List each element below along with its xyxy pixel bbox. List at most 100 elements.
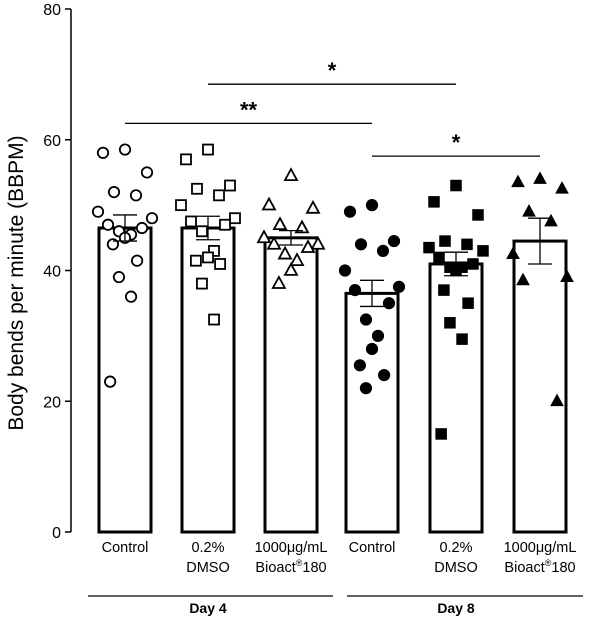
- data-point: [378, 369, 391, 382]
- data-point: [271, 275, 287, 289]
- category-label: Bioact®180: [255, 558, 326, 576]
- data-point: [191, 182, 203, 195]
- data-point: [359, 313, 373, 326]
- data-point: [353, 359, 366, 372]
- data-point: [338, 264, 352, 277]
- data-point: [104, 375, 117, 388]
- group-label: Day 8: [437, 600, 475, 616]
- significance-label: *: [452, 130, 461, 155]
- data-point: [423, 241, 435, 254]
- data-point: [283, 167, 299, 182]
- data-point: [224, 179, 236, 192]
- data-point: [456, 333, 468, 345]
- data-point: [382, 297, 396, 310]
- data-point: [300, 239, 316, 253]
- data-point: [544, 213, 558, 227]
- data-point: [438, 284, 450, 296]
- data-point: [450, 179, 462, 192]
- data-point: [135, 221, 149, 235]
- y-tick-label: 20: [43, 394, 61, 411]
- data-point: [256, 229, 272, 244]
- data-point: [202, 251, 214, 264]
- bar-1: [180, 226, 236, 534]
- data-point: [118, 143, 132, 156]
- data-point: [91, 205, 105, 218]
- category-label: Bioact®180: [504, 558, 575, 576]
- data-point: [462, 297, 474, 309]
- y-tick-label: 40: [43, 264, 61, 281]
- data-point: [428, 196, 440, 208]
- data-point: [208, 313, 220, 326]
- data-point: [354, 238, 368, 251]
- data-point: [189, 254, 202, 267]
- data-point: [261, 196, 277, 211]
- data-point: [180, 153, 192, 166]
- y-axis-label: Body bends per minute (BBPM): [5, 135, 28, 430]
- data-point: [359, 382, 373, 395]
- y-axis: 0 20 40 60 80: [43, 2, 72, 542]
- data-point: [289, 252, 305, 266]
- data-point: [467, 258, 479, 270]
- data-point: [214, 258, 227, 270]
- data-point: [511, 174, 525, 188]
- data-point: [477, 245, 489, 257]
- data-point: [185, 215, 197, 228]
- data-point: [444, 317, 456, 329]
- significance-brackets: ****: [125, 58, 540, 157]
- data-point: [472, 209, 484, 221]
- category-labels: Control 0.2% DMSO 1000μg/mL Bioact®180 Contro…: [88, 540, 583, 616]
- category-label: 1000μg/mL: [504, 540, 577, 556]
- category-label: 1000μg/mL: [255, 540, 328, 556]
- data-point: [213, 189, 225, 202]
- data-point: [365, 342, 379, 356]
- data-point: [175, 199, 187, 212]
- data-point: [96, 146, 110, 159]
- data-point: [371, 329, 385, 342]
- group-label: Day 4: [189, 600, 227, 616]
- significance-label: *: [328, 58, 337, 83]
- data-point: [106, 238, 120, 251]
- data-point: [145, 212, 159, 225]
- data-point: [202, 143, 214, 156]
- data-point: [112, 270, 126, 284]
- y-tick-label: 80: [43, 2, 61, 19]
- data-point: [376, 244, 390, 257]
- data-point: [433, 251, 445, 264]
- data-point: [310, 235, 326, 250]
- category-label: 0.2%: [439, 540, 472, 556]
- data-point: [522, 204, 536, 217]
- data-point: [196, 225, 208, 238]
- data-point: [140, 166, 154, 179]
- data-point: [283, 262, 299, 276]
- data-point: [101, 218, 115, 231]
- y-tick-label: 60: [43, 133, 61, 150]
- data-point: [294, 219, 310, 234]
- category-label: DMSO: [186, 560, 230, 576]
- bar-3: [344, 291, 400, 534]
- data-point: [435, 428, 447, 440]
- data-point: [272, 216, 288, 231]
- data-point: [131, 254, 144, 267]
- significance-label: **: [240, 97, 258, 122]
- data-point: [560, 269, 574, 282]
- bar-2: [263, 236, 319, 534]
- data-points: [91, 143, 574, 440]
- error-bars: [113, 214, 552, 308]
- category-label: Control: [349, 540, 396, 556]
- data-point: [555, 181, 569, 194]
- data-point: [196, 277, 208, 290]
- data-point: [208, 244, 220, 257]
- data-point: [387, 234, 401, 248]
- bar-5: [512, 239, 568, 534]
- bars: [97, 226, 568, 534]
- data-point: [107, 185, 121, 199]
- category-label: Control: [102, 540, 149, 556]
- data-point: [365, 199, 379, 212]
- data-point: [229, 212, 241, 225]
- data-point: [461, 238, 473, 251]
- data-point: [266, 235, 282, 250]
- data-point: [305, 199, 321, 214]
- y-tick-label: 0: [52, 525, 61, 542]
- data-point: [129, 189, 143, 202]
